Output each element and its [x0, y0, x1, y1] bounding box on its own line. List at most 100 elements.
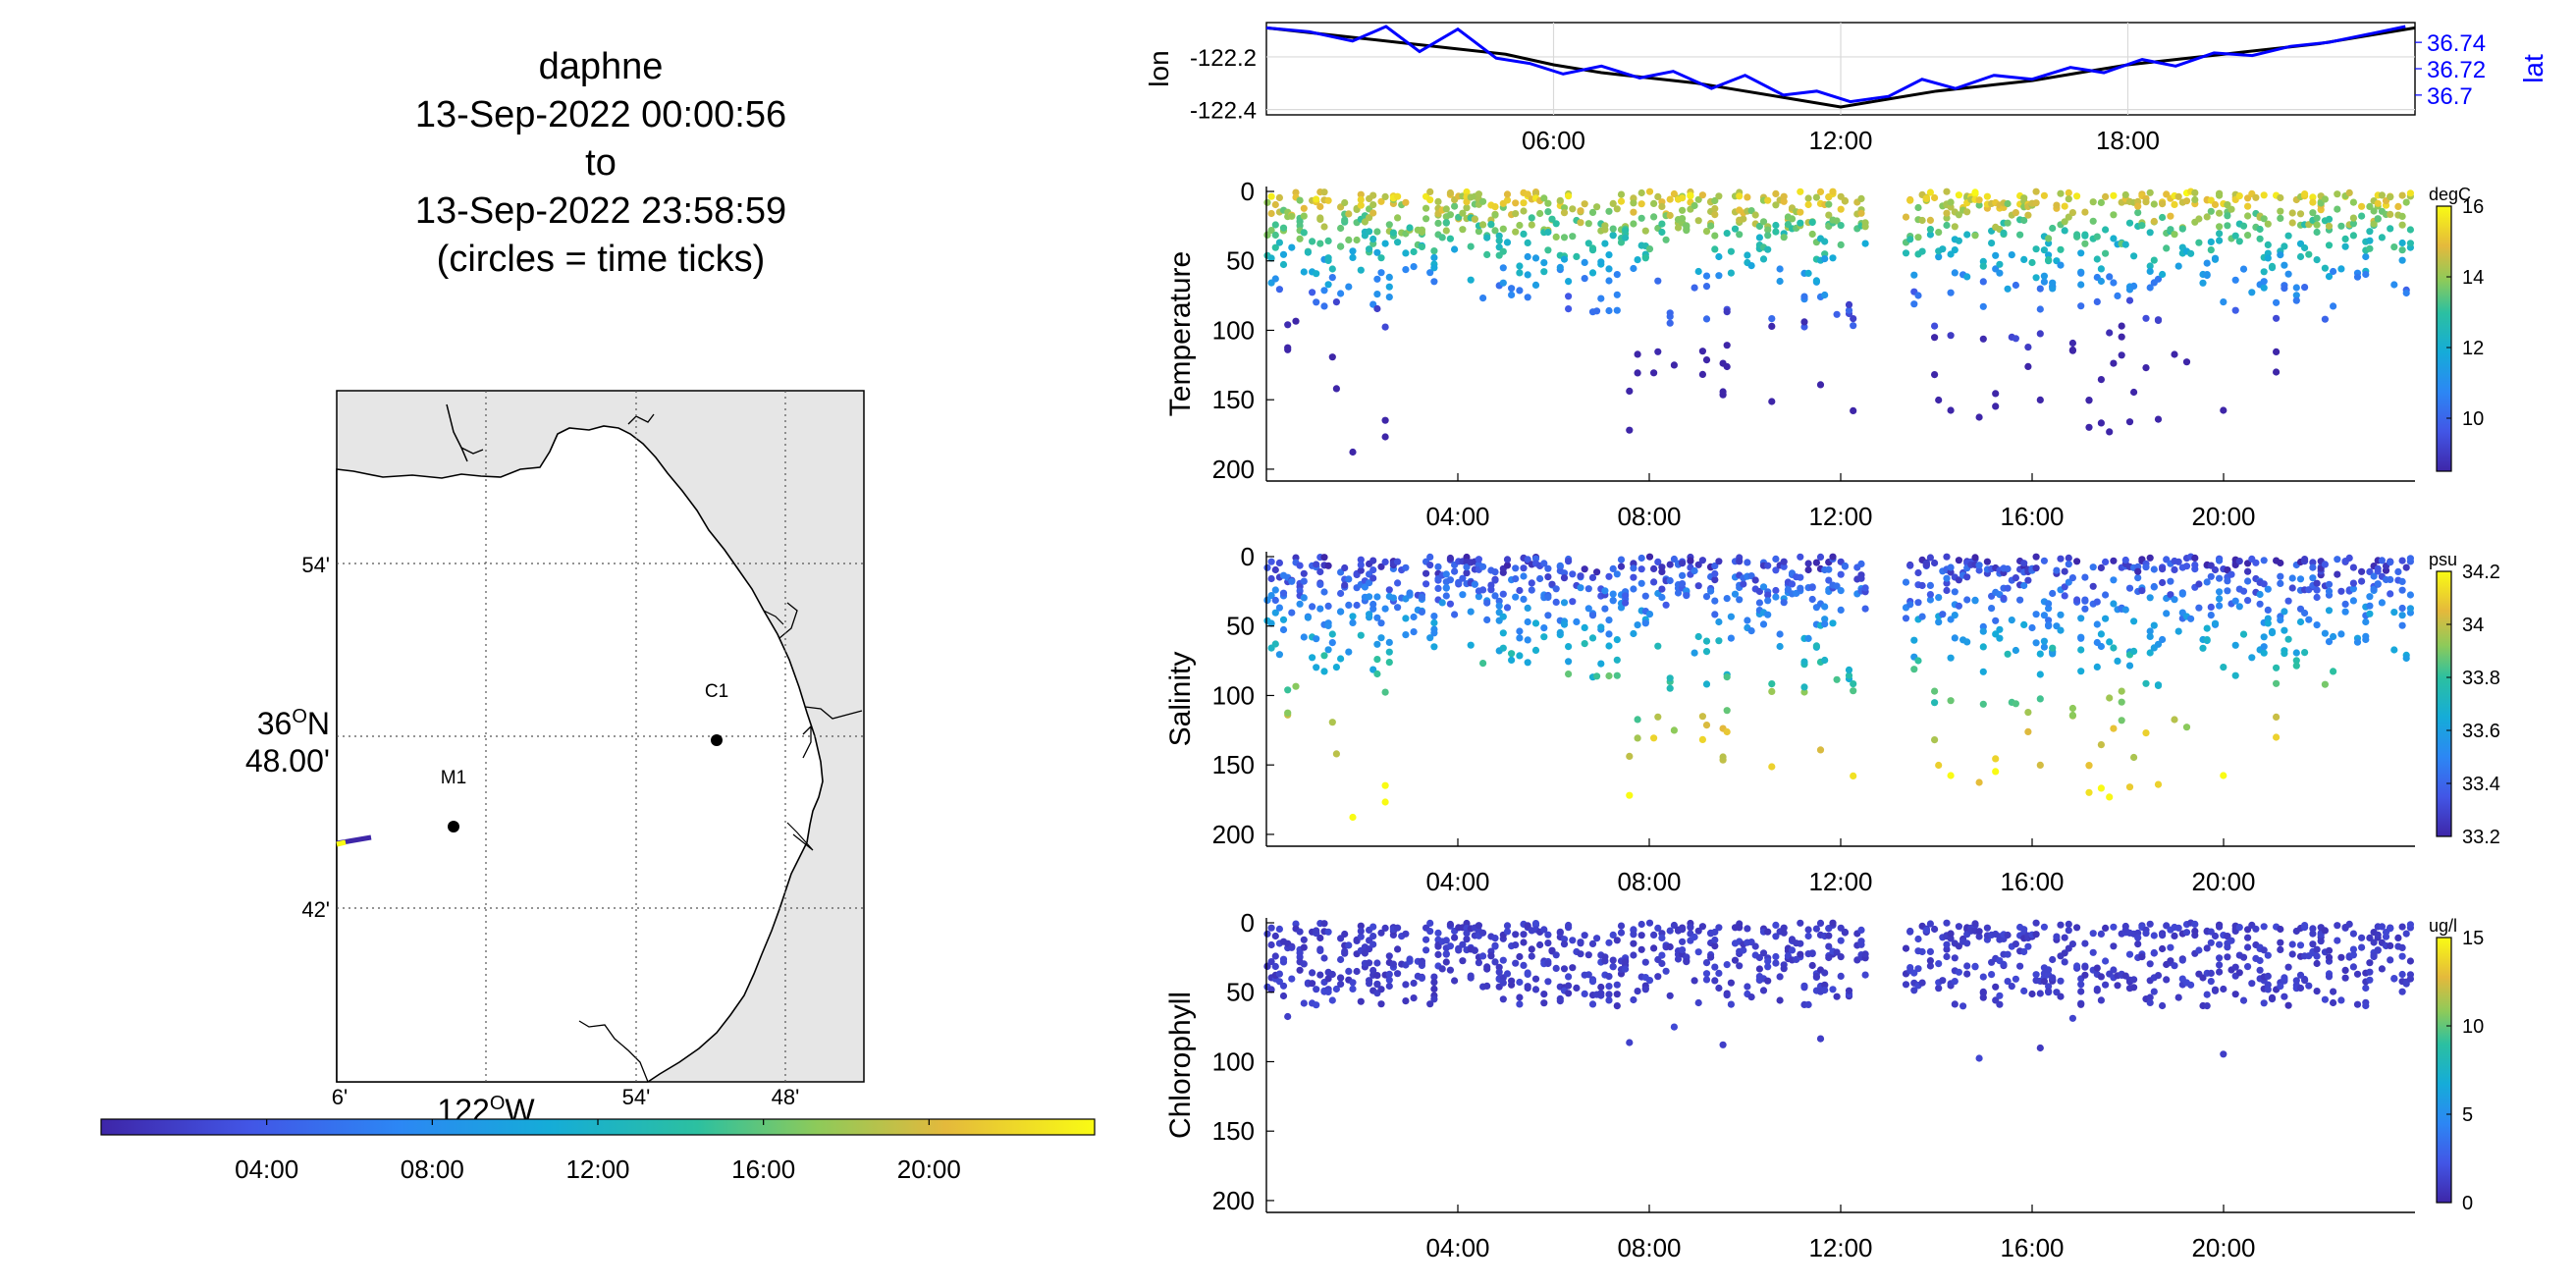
salinity-point	[1979, 627, 1987, 635]
temperature-point	[2085, 397, 2093, 404]
chlorophyll-point	[1727, 979, 1735, 987]
chlorophyll-point	[1459, 957, 1467, 965]
temperature-point	[2273, 298, 2281, 306]
temperature-point	[1471, 215, 1478, 223]
salinity-point	[2118, 717, 2125, 724]
temperature-point	[1694, 217, 1702, 225]
temperature-point	[1389, 229, 1397, 237]
temperature-point	[1316, 215, 1324, 223]
salinity-point	[1516, 627, 1524, 635]
temperature-point	[1658, 228, 1666, 237]
salinity-point	[1267, 592, 1275, 600]
temperature-point	[2057, 245, 2065, 253]
temperature-point	[2077, 281, 2085, 289]
salinity-point	[1914, 599, 1922, 607]
temperature-point	[2097, 277, 2105, 286]
salinity-point	[1666, 684, 1674, 692]
temperature-point	[1577, 207, 1584, 215]
salinity-point	[2273, 733, 2281, 741]
chlorophyll-point	[1357, 933, 1365, 940]
temperature-point	[1723, 362, 1731, 371]
chlorophyll-point	[1402, 997, 1410, 1005]
temperature-point	[1947, 406, 1955, 414]
temperature-point	[2138, 222, 2146, 230]
salinity-point	[1931, 687, 1939, 695]
temperature-point	[1430, 253, 1438, 261]
salinity-point	[1679, 560, 1687, 567]
chlorophyll-point	[1626, 1039, 1634, 1046]
temperature-point	[1955, 237, 1962, 244]
temperature-point	[1560, 204, 1569, 212]
temperature-point	[1833, 217, 1841, 225]
chlorophyll-point	[2358, 934, 2366, 941]
salinity-point	[1764, 611, 1772, 618]
chlorophyll-point	[1288, 975, 1296, 983]
temperature-point	[1975, 196, 1983, 204]
chlorophyll-point	[1821, 981, 1829, 989]
temperature-point	[1605, 265, 1613, 273]
chlorophyll-point	[2231, 963, 2239, 971]
salinity-point	[1516, 652, 1524, 660]
temperature-point	[1816, 381, 1825, 389]
chlorophyll-point	[2110, 942, 2118, 950]
temperature-point	[2171, 231, 2178, 239]
chlorophyll-point	[1955, 923, 1962, 931]
temperature-x-tick-label: 04:00	[1425, 502, 1489, 531]
salinity-point	[1772, 555, 1780, 564]
salinity-point	[1666, 576, 1674, 585]
chlorophyll-point	[1446, 920, 1454, 929]
temperature-point	[1597, 258, 1605, 266]
chlorophyll-point	[2036, 990, 2044, 997]
chlorophyll-point	[1267, 986, 1275, 993]
salinity-point	[2040, 643, 2048, 651]
temperature-point	[2020, 216, 2028, 225]
chlorophyll-point	[1764, 963, 1772, 971]
salinity-point	[1560, 569, 1569, 577]
salinity-point	[1751, 576, 1759, 584]
temperature-point	[1341, 198, 1349, 207]
temperature-y-tick-label: 50	[1226, 246, 1255, 276]
temperature-point	[2154, 316, 2163, 324]
salinity-point	[1755, 587, 1763, 596]
salinity-point	[2268, 627, 2277, 636]
temperature-point	[2260, 215, 2268, 223]
chlorophyll-point	[2309, 940, 2317, 948]
temperature-point	[2065, 195, 2072, 203]
salinity-x-tick-label: 12:00	[1808, 867, 1872, 896]
salinity-point	[2244, 597, 2252, 605]
salinity-point	[1772, 566, 1780, 574]
salinity-point	[2334, 570, 2341, 578]
chlorophyll-point	[1394, 924, 1402, 932]
salinity-point	[1353, 601, 1361, 610]
chlorophyll-point	[2114, 982, 2121, 990]
salinity-point	[2089, 564, 2097, 571]
temperature-point	[1528, 221, 1535, 229]
salinity-point	[2182, 563, 2191, 570]
salinity-point	[1955, 557, 1962, 564]
chlorophyll-point	[1772, 933, 1780, 940]
temperature-point	[2106, 329, 2114, 337]
temperature-point	[1804, 200, 1812, 209]
salinity-point	[2260, 633, 2268, 641]
chlorophyll-point	[1963, 939, 1971, 947]
salinity-point	[1943, 574, 1951, 582]
salinity-point	[1385, 638, 1393, 647]
temperature-point	[1825, 200, 1833, 208]
salinity-point	[2110, 644, 2118, 652]
chlorophyll-point	[2224, 943, 2231, 951]
salinity-point	[1300, 594, 1308, 602]
temperature-point	[1588, 269, 1597, 277]
chlorophyll-point	[2134, 940, 2142, 948]
chlorophyll-point	[1296, 928, 1304, 936]
salinity-point	[1552, 585, 1560, 593]
temperature-point	[2387, 225, 2394, 233]
salinity-point	[1597, 623, 1605, 631]
temperature-point	[1512, 199, 1520, 207]
salinity-point	[2220, 772, 2227, 779]
temperature-point	[2032, 245, 2040, 253]
salinity-point	[2370, 585, 2378, 593]
chlorophyll-point	[1491, 958, 1499, 966]
salinity-point	[1373, 640, 1381, 648]
temperature-point	[1345, 236, 1353, 243]
chlorophyll-point	[1483, 965, 1491, 973]
